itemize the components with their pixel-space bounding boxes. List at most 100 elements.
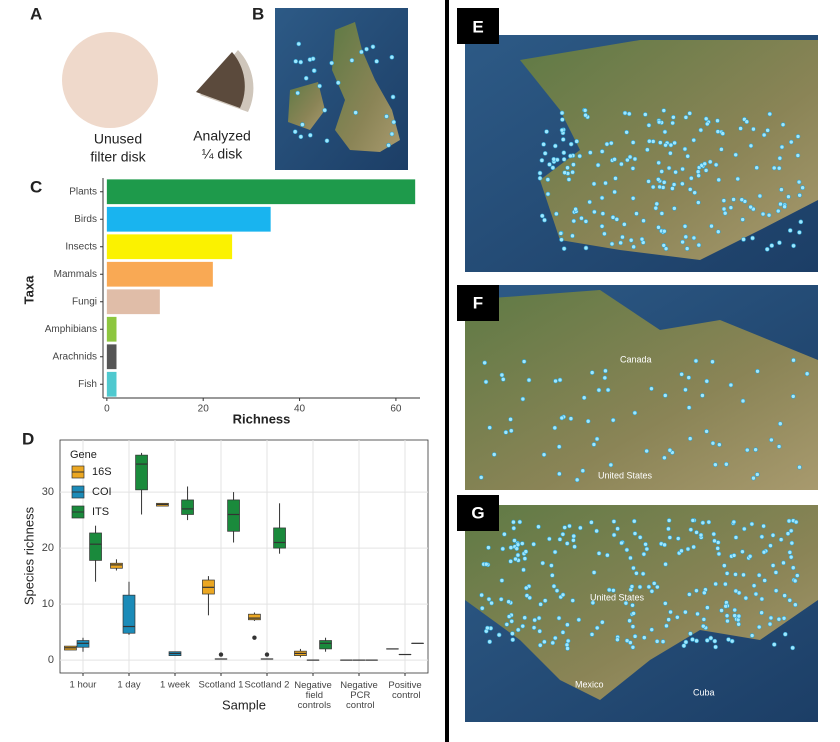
sample-site: [707, 159, 713, 165]
sample-site: [661, 180, 667, 185]
sample-site: [776, 444, 782, 449]
y-tick-label: 20: [42, 542, 54, 554]
sample-site: [582, 108, 588, 113]
sample-site: [731, 519, 737, 525]
sample-site: [687, 436, 693, 441]
sample-site: [499, 372, 505, 378]
sample-site: [735, 617, 741, 623]
sample-site: [800, 185, 805, 190]
sample-site: [661, 243, 667, 248]
sample-site: [491, 452, 497, 457]
sample-site: [748, 143, 754, 149]
sample-site: [303, 75, 309, 81]
x-axis-label: Richness: [233, 411, 291, 426]
sample-site: [547, 162, 552, 167]
sample-site: [479, 605, 485, 611]
sample-site: [509, 618, 515, 624]
sample-site: [566, 177, 572, 182]
sample-site: [650, 139, 656, 144]
sample-site: [510, 637, 516, 643]
sample-site: [627, 154, 633, 160]
sample-site: [537, 175, 543, 181]
sample-site: [663, 561, 668, 567]
sample-site: [715, 229, 721, 235]
x-tick-label: 1 hour: [70, 680, 97, 691]
sample-site: [606, 587, 612, 593]
sample-site: [779, 187, 784, 192]
sample-site: [744, 119, 750, 125]
sample-site: [732, 607, 738, 613]
sample-site: [558, 231, 564, 236]
sample-site: [637, 535, 643, 540]
sample-site: [750, 235, 755, 241]
caption: ¼ disk: [202, 146, 243, 162]
sample-site: [789, 540, 795, 546]
x-tick-label: 20: [198, 404, 210, 415]
sample-site: [777, 421, 783, 427]
sample-site: [565, 638, 571, 644]
sample-site: [759, 596, 765, 602]
sample-site: [788, 528, 794, 534]
sample-site: [755, 368, 760, 374]
sample-site: [531, 541, 536, 547]
sample-site: [698, 532, 704, 538]
sample-site: [756, 624, 762, 630]
sample-site: [540, 560, 546, 566]
sample-site: [681, 643, 687, 649]
sample-site: [798, 219, 804, 225]
sample-site: [716, 177, 722, 183]
y-tick-label: Insects: [65, 241, 97, 252]
sample-site: [600, 619, 605, 625]
sample-site: [641, 551, 647, 557]
sample-site: [787, 550, 793, 555]
sample-site: [659, 211, 665, 216]
sample-site: [577, 153, 583, 159]
sample-site: [384, 114, 389, 119]
map-land: [465, 505, 818, 700]
sample-site: [568, 153, 573, 159]
sample-site: [640, 571, 646, 577]
sample-site: [589, 370, 595, 375]
x-tick-label: Scotland 2: [245, 680, 290, 691]
sample-site: [486, 596, 492, 602]
sample-site: [682, 146, 688, 152]
sample-site: [359, 49, 364, 55]
sample-site: [666, 617, 671, 622]
sample-site: [639, 236, 645, 242]
sample-site: [781, 560, 786, 566]
sample-site: [631, 611, 636, 616]
sample-site: [618, 240, 623, 246]
sample-site: [589, 520, 594, 525]
sample-site: [767, 621, 773, 627]
x-tick-label: 1 week: [160, 680, 190, 691]
sample-site: [626, 111, 632, 117]
box: [122, 594, 136, 634]
sample-site: [704, 638, 710, 643]
sample-site: [658, 140, 663, 145]
sample-site: [537, 170, 543, 176]
sample-site: [353, 110, 358, 115]
sample-site: [520, 396, 526, 402]
sample-site: [296, 41, 302, 47]
sample-site: [723, 581, 728, 587]
sample-site: [508, 428, 514, 434]
sample-site: [679, 371, 684, 377]
sample-site: [322, 107, 328, 113]
sample-site: [731, 197, 736, 202]
sample-site: [704, 429, 709, 434]
sample-site: [733, 535, 739, 540]
sample-site: [567, 523, 572, 529]
panel-label: F: [473, 293, 483, 312]
sample-site: [602, 231, 607, 237]
sample-site: [551, 583, 557, 589]
sample-site: [747, 553, 753, 559]
sample-site: [559, 237, 564, 242]
y-tick-label: Fungi: [72, 296, 97, 307]
sample-site: [733, 572, 738, 577]
sample-site: [696, 200, 701, 205]
sample-site: [570, 233, 575, 239]
sample-site: [591, 181, 597, 187]
sample-site: [517, 519, 523, 525]
panel-label: E: [472, 17, 483, 36]
y-axis-label: Taxa: [21, 275, 36, 304]
